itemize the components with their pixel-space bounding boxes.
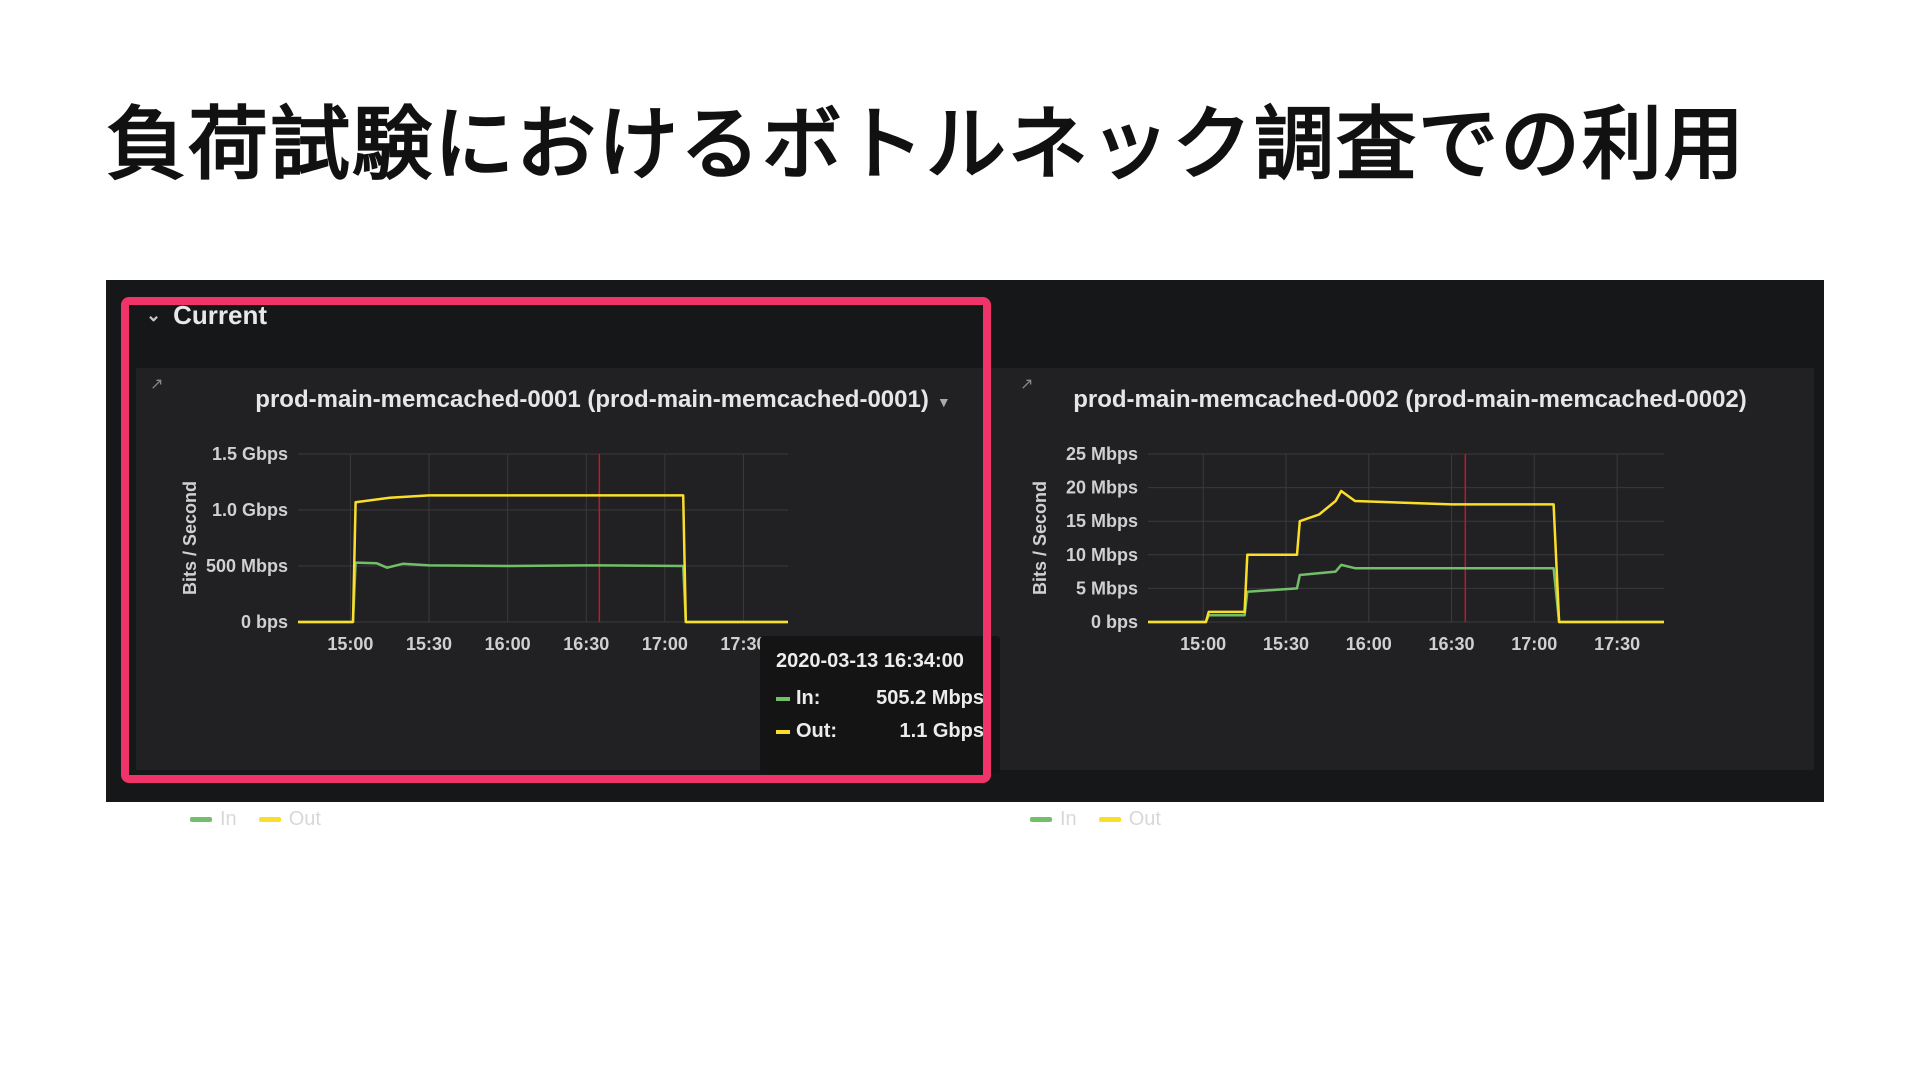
panel-memcached-0002: ↗ prod-main-memcached-0002 (prod-main-me… xyxy=(1006,368,1814,830)
y-axis-title: Bits / Second xyxy=(180,481,200,595)
legend-item-out[interactable]: Out xyxy=(1098,808,1161,831)
chart-memcached-0002[interactable]: 0 bps 5 Mbps 10 Mbps 15 Mbps 20 Mbps 25 Mbps 1… xyxy=(1006,368,1814,770)
panel-title[interactable]: prod-main-memcached-0002 (prod-main-memc… xyxy=(1073,386,1747,413)
legend-swatch-out xyxy=(1098,817,1121,822)
y-tick-label: 1.0 Gbps xyxy=(212,500,288,520)
tooltip: 2020-03-13 16:34:00 In: 505.2 Mbps Out: 1.… xyxy=(760,636,1000,774)
series-line-in xyxy=(1148,563,1664,624)
x-tick-label: 15:00 xyxy=(327,634,373,654)
series-line-out xyxy=(1148,489,1664,624)
legend: In Out xyxy=(1030,808,1161,831)
tooltip-time: 2020-03-13 16:34:00 xyxy=(776,650,964,672)
x-tick-label: 15:00 xyxy=(1180,634,1226,654)
legend-item-out[interactable]: Out xyxy=(258,808,321,831)
x-tick-label: 15:30 xyxy=(406,634,452,654)
y-tick-label: 15 Mbps xyxy=(1066,511,1138,531)
x-tick-label: 16:00 xyxy=(1346,634,1392,654)
tooltip-swatch-out xyxy=(776,729,790,734)
x-tick-label: 17:30 xyxy=(1594,634,1640,654)
dashboard: ⌄ Current ↗ prod-main-memcached-0001 (pr… xyxy=(106,280,1824,830)
y-tick-label: 0 bps xyxy=(241,612,288,632)
caret-down-icon[interactable]: ▼ xyxy=(936,394,951,410)
x-tick-label: 17:00 xyxy=(642,634,688,654)
chart-memcached-0001[interactable]: 0 bps 500 Mbps 1.0 Gbps 1.5 Gbps 15:00 15:30 1… xyxy=(136,368,1070,770)
y-tick-label: 25 Mbps xyxy=(1066,444,1138,464)
legend-item-in[interactable]: In xyxy=(1030,808,1077,831)
row-title: Current xyxy=(173,300,267,330)
x-tick-label: 16:30 xyxy=(1429,634,1475,654)
y-axis-title: Bits / Second xyxy=(1030,481,1050,595)
y-tick-label: 5 Mbps xyxy=(1076,578,1138,598)
panel-memcached-0001: ↗ prod-main-memcached-0001 (prod-main-me… xyxy=(136,368,1070,830)
x-tick-label: 17:00 xyxy=(1511,634,1557,654)
legend-item-in[interactable]: In xyxy=(190,808,237,831)
legend: In Out xyxy=(190,808,321,831)
tooltip-row-out: Out: 1.1 Gbps xyxy=(776,720,984,743)
x-tick-label: 16:00 xyxy=(485,634,531,654)
series-line-in xyxy=(298,561,788,624)
legend-swatch-out xyxy=(258,817,281,822)
x-tick-label: 17:30 xyxy=(720,634,766,654)
slide-title: 負荷試験におけるボトルネック調査での利用 xyxy=(106,98,1746,191)
row-header[interactable]: ⌄ Current xyxy=(146,300,267,331)
tooltip-row-in: In: 505.2 Mbps xyxy=(776,687,984,710)
x-tick-label: 16:30 xyxy=(563,634,609,654)
tooltip-swatch-in xyxy=(776,696,790,701)
y-tick-label: 500 Mbps xyxy=(206,556,288,576)
series-line-out xyxy=(298,494,788,624)
chevron-down-icon[interactable]: ⌄ xyxy=(146,305,162,325)
legend-swatch-in xyxy=(190,817,212,822)
y-tick-label: 20 Mbps xyxy=(1066,478,1138,498)
legend-swatch-in xyxy=(1030,817,1052,822)
x-tick-label: 15:30 xyxy=(1263,634,1309,654)
panel-title[interactable]: prod-main-memcached-0001 (prod-main-memc… xyxy=(255,386,951,413)
external-link-icon[interactable]: ↗ xyxy=(150,374,164,393)
y-tick-label: 1.5 Gbps xyxy=(212,444,288,464)
y-tick-label: 0 bps xyxy=(1091,612,1138,632)
y-tick-label: 10 Mbps xyxy=(1066,545,1138,565)
external-link-icon[interactable]: ↗ xyxy=(1020,374,1034,393)
